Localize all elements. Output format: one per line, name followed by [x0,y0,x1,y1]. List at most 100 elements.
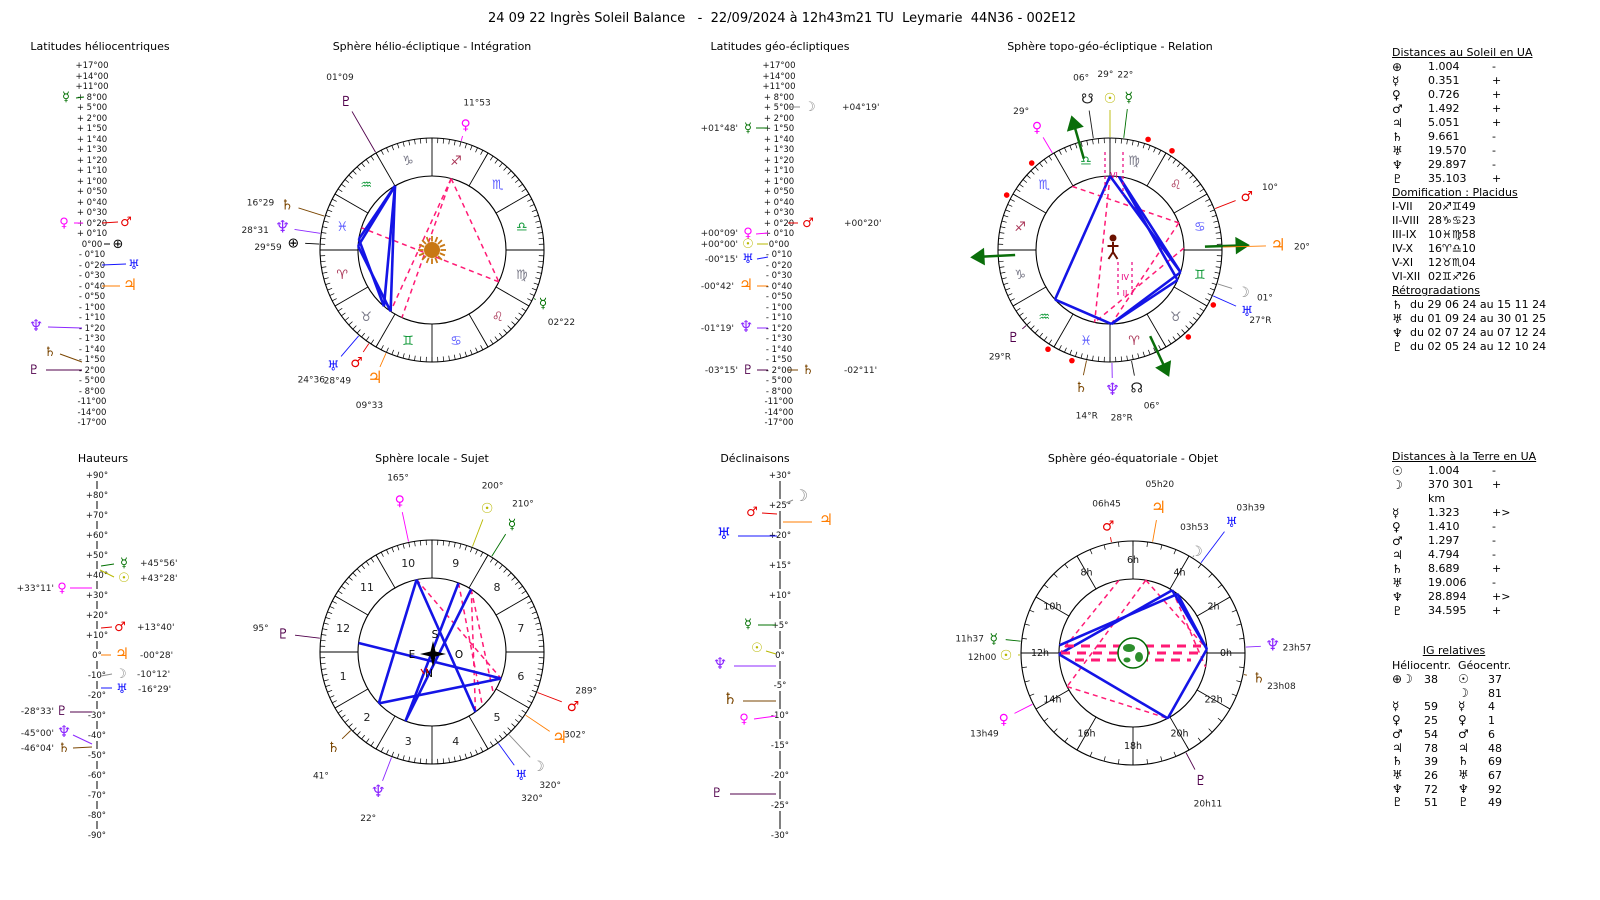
rim-tick [521,590,527,595]
distance-row: ♄ 9.661 - [1392,130,1533,144]
planet-sun-icon: ☉ [118,571,130,586]
axis-tick: -20° [771,771,789,781]
scale-tick: + 1°00 [764,177,794,187]
planet-mercury-position: 02°22 [548,318,575,328]
sector-line [1053,313,1074,348]
rim-tick [499,332,503,338]
rim-tick [464,143,467,149]
rim-tick [1030,325,1035,330]
rim-tick [494,738,499,743]
rim-tick [518,714,523,719]
distance-value: 5.051 [1428,116,1460,129]
rim-tick [514,317,520,321]
cusp-position: 20♐♊49 [1428,200,1476,213]
rim-tick [459,543,462,549]
rim-tick [1217,584,1223,589]
scale-tick: - 0°50 [79,292,105,302]
rim-tick [1005,209,1011,212]
planet-saturn-icon: ♄ [1252,670,1265,686]
rim-tick [1075,351,1078,357]
rim-tick [494,336,499,341]
rim-tick [352,572,357,577]
rim-tick [344,317,350,321]
rim-tick [1197,563,1202,569]
wheel-title-topo-geo-ecliptique: Sphère topo-géo-écliptique - Relation [1007,40,1213,53]
pointer-line-jupiter [379,353,387,368]
rim-tick [518,183,523,188]
rim-tick [448,541,450,547]
axis-tick: +5° [772,621,789,631]
ig-helio-value: 72 [1424,782,1438,796]
scale-tick: +17°00 [762,61,795,71]
rim-tick [1015,188,1021,193]
trend-flag: - [1492,548,1496,561]
rim-tick [1064,737,1069,743]
aspect-sun-moon [1058,589,1173,656]
rim-tick [323,622,329,625]
distance-row: ☿ 1.323 +> [1392,506,1536,520]
axis-tick: +20° [86,611,108,621]
house-cusp-row: VI-XII 02♊♐26 [1392,270,1518,284]
planet-icon: ♇ [1392,340,1403,354]
rim-tick [1058,345,1062,350]
planet-icon: ♂ [1392,726,1403,741]
planet-mars-position: 28°49 [324,376,352,386]
planet-sun-icon: ☉ [742,237,754,252]
sun-ray [421,239,427,245]
rim-tick [1029,609,1035,613]
planet-jupiter-icon: ♃ [115,644,129,663]
ig-geo-value: 81 [1488,686,1502,700]
rim-tick [480,345,484,350]
ig-row: ♃ 78 ♃ 48 [1392,741,1516,756]
axis-tick: -60° [88,771,106,781]
rim-tick [1192,179,1198,183]
rim-tick [470,145,473,151]
pointer-line-sun [99,569,115,578]
axis-tick: -40° [88,731,106,741]
sector-line [1196,689,1231,710]
rim-tick [1118,759,1120,765]
aspect-sun-pluto [1058,653,1169,720]
planet-mercury-icon: ☿ [62,90,70,105]
scale-tick: + 0°40 [77,198,107,208]
cusp-dot [1185,334,1192,340]
rim-tick [1205,298,1210,302]
planet-pluto-icon: ♇ [1194,773,1207,789]
rim-tick [1030,170,1035,175]
rim-tick [531,288,537,291]
rim-tick [1029,693,1035,697]
planet-moon-position: 320° [539,781,561,791]
rim-tick [1058,150,1062,155]
rim-tick [386,347,389,353]
planet-venus-icon: ♀ [395,493,405,509]
pointer-line-moon [1192,555,1195,558]
sector-line [1035,689,1070,710]
rim-tick [419,356,422,362]
rim-tick [320,662,326,665]
angle-arrow [1204,244,1240,248]
trend-flag: - [1492,144,1496,157]
rim-tick [337,709,343,714]
aspect-venus-pluto [1066,685,1168,720]
rim-tick [1024,680,1030,683]
pointer-line-uranus [101,263,127,266]
scale-tick: - 1°50 [79,355,105,365]
planet-icon: ♇ [1392,795,1403,810]
scale-tick: - 1°10 [766,313,792,323]
rim-tick [341,183,346,188]
house-number-10: 10 [401,557,415,570]
panel-title-distances-terre: Distances à la Terre en UA [1392,450,1537,463]
rim-tick [380,150,384,155]
rim-tick [361,734,365,740]
rim-tick [402,543,405,549]
rim-tick [1142,351,1145,357]
distance-value: 8.689 [1428,562,1460,575]
pointer-line-pluto [351,111,376,153]
panel-title-retrogradations: Rétrogradations [1392,284,1481,297]
planet-neptune-position: 23h57 [1283,643,1312,653]
pointer-line-jupiter [1152,519,1157,542]
pointer-line-venus [755,232,769,235]
rim-tick [536,628,542,631]
rim-tick [442,540,445,546]
trend-flag: - [1492,520,1496,533]
